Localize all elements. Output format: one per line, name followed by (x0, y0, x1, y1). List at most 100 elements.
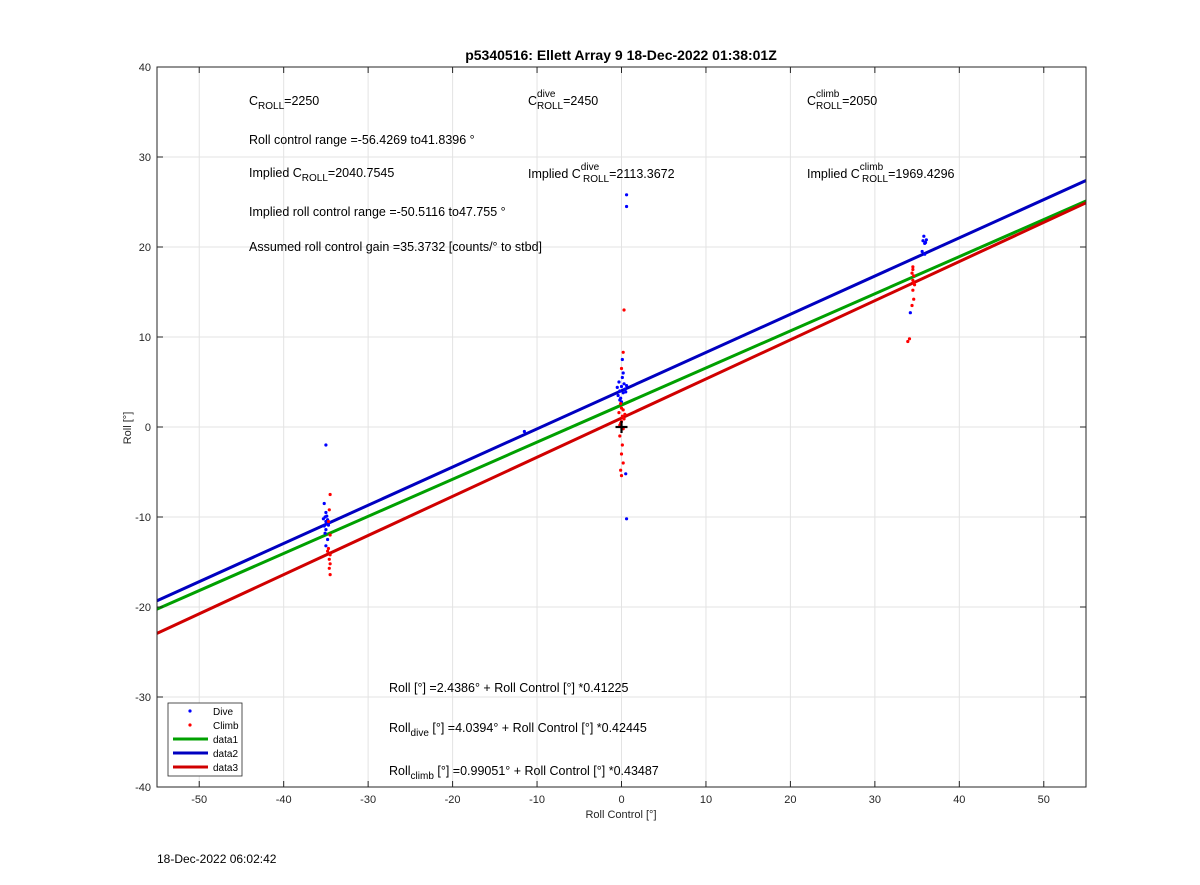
point-dive (325, 514, 329, 518)
annotation-roll-control-range: Roll control range =-56.4269 to41.8396 ° (249, 133, 475, 147)
y-tick-label: 30 (139, 152, 151, 164)
point-dive (617, 380, 621, 384)
point-dive (325, 537, 330, 542)
annotation-implied-range: Implied roll control range =-50.5116 to4… (249, 205, 506, 219)
point-dive (923, 240, 928, 245)
point-climb (620, 443, 624, 447)
point-climb (907, 337, 912, 341)
point-climb (328, 533, 332, 537)
point-dive (616, 393, 620, 398)
y-tick-label: -10 (135, 512, 151, 524)
legend-label-dive: Dive (213, 707, 233, 718)
point-dive (322, 524, 326, 528)
point-dive (624, 517, 629, 521)
point-climb (327, 508, 331, 512)
point-climb (328, 562, 332, 566)
legend-label-data2: data2 (213, 749, 238, 760)
point-climb (622, 308, 626, 312)
x-tick-label: -50 (191, 794, 207, 806)
point-dive (624, 384, 629, 388)
point-dive (620, 357, 624, 362)
origin-marker (615, 421, 628, 433)
point-dive (324, 544, 328, 548)
y-tick-label: 10 (139, 332, 151, 344)
y-tick-label: -30 (135, 692, 151, 704)
y-axis-label: Roll [°] (122, 412, 134, 445)
point-climb (911, 288, 915, 292)
fit-line-data2 (156, 179, 1087, 603)
point-climb (619, 474, 624, 478)
x-tick-label: -40 (276, 794, 292, 806)
point-dive (324, 510, 328, 515)
point-dive (324, 528, 328, 532)
annotation-c-roll-dive: Cdive ROLL=2450 (528, 89, 598, 112)
point-climb (327, 566, 331, 570)
point-dive (619, 384, 624, 389)
legend-label-data3: data3 (213, 763, 238, 774)
point-dive (621, 371, 625, 375)
point-climb (326, 519, 331, 524)
fit-line-data3 (156, 201, 1087, 635)
legend: Dive Climb data1 data2 data3 (167, 702, 243, 777)
point-dive (323, 531, 327, 535)
point-dive (324, 443, 328, 447)
point-climb (619, 452, 624, 456)
annotation-gain: Assumed roll control gain =35.3732 [coun… (249, 240, 542, 254)
point-dive (622, 382, 626, 386)
point-climb (328, 553, 332, 557)
legend-marker-dive (188, 709, 192, 713)
chart-title: p5340516: Ellett Array 9 18-Dec-2022 01:… (465, 47, 777, 63)
point-climb (328, 492, 332, 497)
point-climb (619, 406, 624, 410)
x-tick-label: 0 (618, 794, 624, 806)
point-climb (910, 303, 914, 308)
fit-line-data1 (156, 199, 1087, 611)
x-tick-label: 20 (784, 794, 796, 806)
point-dive (908, 311, 912, 315)
annotation-fit-climb: Rollclimb [°] =0.99051° + Roll Control [… (389, 764, 659, 782)
point-dive (326, 523, 331, 527)
point-dive (522, 429, 526, 434)
x-tick-label: 50 (1038, 794, 1050, 806)
point-climb (911, 265, 915, 269)
x-tick-label: 40 (953, 794, 965, 806)
point-dive (321, 517, 325, 521)
point-climb (912, 281, 916, 285)
point-dive (620, 375, 624, 380)
annotation-c-roll: CROLL=2250 (249, 94, 319, 112)
legend-label-data1: data1 (213, 735, 238, 746)
point-climb (618, 434, 622, 438)
annotation-implied-c-roll-climb: Implied Cclimb ROLL=1969.4296 (807, 162, 955, 185)
point-dive (920, 249, 924, 254)
point-climb (325, 549, 330, 553)
annotation-fit-all: Roll [°] =2.4386° + Roll Control [°] *0.… (389, 681, 628, 695)
point-dive (923, 252, 927, 256)
x-tick-label: 10 (700, 794, 712, 806)
point-climb (911, 278, 915, 282)
point-climb (912, 297, 916, 301)
point-dive (322, 501, 326, 506)
x-tick-label: 30 (869, 794, 881, 806)
point-climb (906, 339, 910, 344)
point-dive (922, 234, 926, 238)
y-tick-label: -40 (135, 782, 151, 794)
point-climb (911, 267, 915, 272)
point-dive (623, 387, 627, 391)
point-climb (621, 461, 625, 465)
point-dive (624, 193, 629, 197)
point-climb (623, 412, 627, 416)
point-climb (328, 573, 332, 577)
point-dive (618, 398, 622, 402)
annotation-implied-c-roll-dive: Implied Cdive ROLL=2113.3672 (528, 162, 675, 185)
point-dive (624, 390, 628, 394)
x-axis-label: Roll Control [°] (585, 809, 656, 821)
point-climb (326, 546, 331, 551)
point-dive (624, 204, 629, 209)
annotation-c-roll-climb: Cclimb ROLL=2050 (807, 89, 877, 112)
print-timestamp: 18-Dec-2022 06:02:42 (157, 852, 277, 866)
y-tick-label: 40 (139, 62, 151, 74)
point-dive (621, 391, 625, 395)
point-climb (912, 274, 916, 278)
point-dive (615, 385, 619, 389)
